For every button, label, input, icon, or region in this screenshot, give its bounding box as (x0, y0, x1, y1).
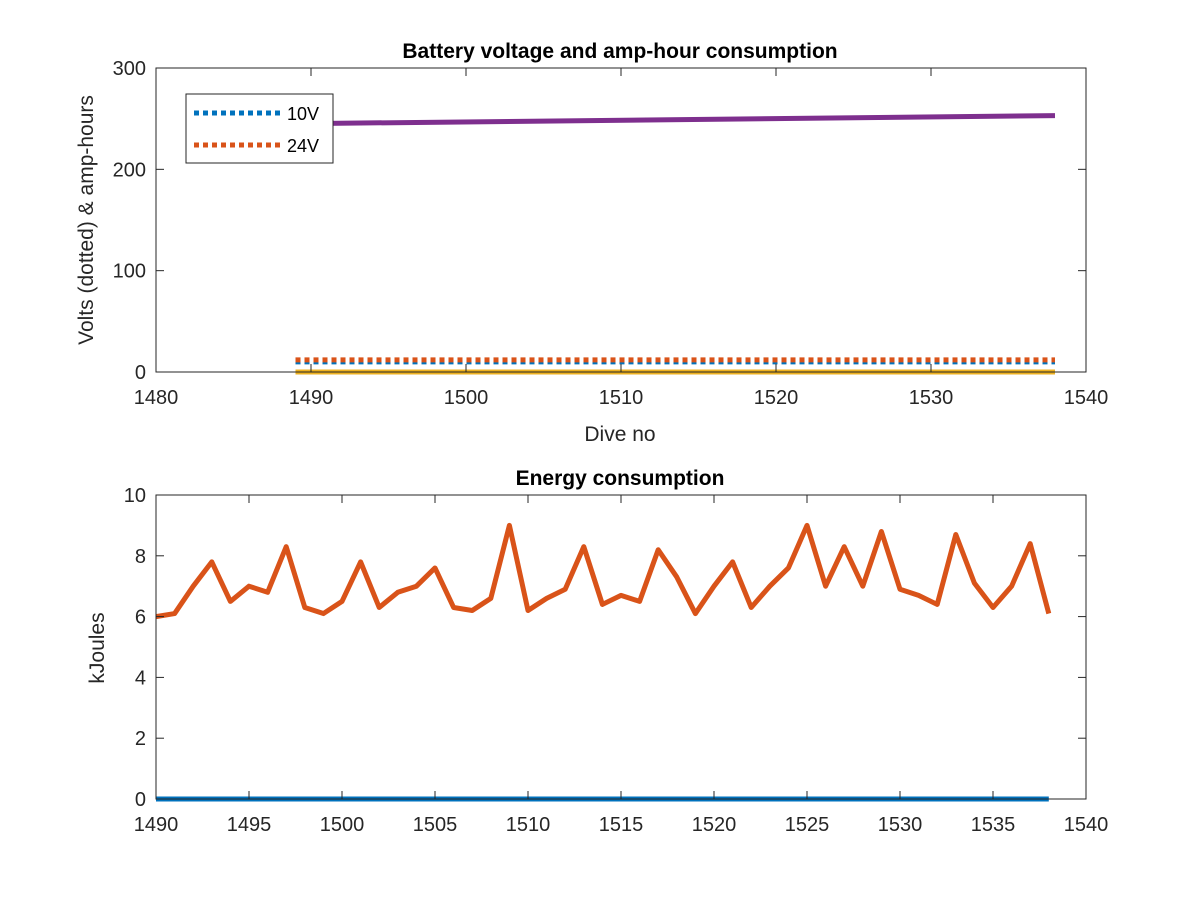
legend-label-10v: 10V (287, 104, 319, 124)
voltage-series-3-line (295, 113, 1056, 127)
energy-y-tick-label: 2 (135, 728, 146, 750)
voltage-y-tick-label: 100 (113, 261, 146, 283)
voltage-chart: Battery voltage and amp-hour consumption… (75, 40, 1108, 446)
energy-x-tick-label: 1495 (227, 814, 272, 836)
energy-y-tick-label: 8 (135, 546, 146, 568)
voltage-chart-axes: 1480 1490 1500 1510 1520 1530 1540 0 100 200 300 (113, 58, 1109, 409)
energy-x-tick-label: 1530 (878, 814, 923, 836)
legend-label-24v: 24V (287, 136, 319, 156)
energy-y-tick-label: 10 (124, 485, 146, 507)
energy-chart-plot-area (155, 522, 1052, 802)
voltage-y-tick-label: 200 (113, 159, 146, 181)
energy-y-tick-label: 0 (135, 789, 146, 811)
voltage-x-tick-label: 1520 (754, 387, 799, 409)
voltage-chart-plot-area (295, 113, 1056, 375)
legend-box (185, 93, 334, 164)
energy-x-tick-label: 1535 (971, 814, 1016, 836)
voltage-chart-y-label: Volts (dotted) & amp-hours (75, 95, 98, 345)
energy-y-tick-label: 6 (135, 607, 146, 629)
voltage-chart-legend: 10V 24V (185, 93, 334, 164)
energy-x-tick-label: 1500 (320, 814, 365, 836)
energy-y-tick-label: 4 (135, 667, 146, 689)
energy-x-tick-label: 1505 (413, 814, 458, 836)
voltage-chart-title: Battery voltage and amp-hour consumption (402, 40, 837, 63)
energy-series-1-line (155, 522, 1052, 620)
energy-chart-title: Energy consumption (516, 467, 725, 490)
energy-x-tick-label: 1515 (599, 814, 644, 836)
voltage-y-tick-label: 300 (113, 58, 146, 80)
energy-axes-box (155, 494, 1087, 800)
voltage-x-tick-label: 1530 (909, 387, 954, 409)
energy-x-tick-label: 1525 (785, 814, 830, 836)
energy-chart-y-label: kJoules (86, 612, 109, 683)
energy-x-tick-label: 1510 (506, 814, 551, 836)
voltage-x-tick-label: 1480 (134, 387, 179, 409)
energy-chart: Energy consumption kJoules 1490 1495 1500 1… (86, 467, 1108, 836)
energy-x-tick-label: 1540 (1064, 814, 1109, 836)
voltage-chart-x-label: Dive no (584, 423, 655, 446)
energy-x-tick-label: 1490 (134, 814, 179, 836)
energy-x-tick-label: 1520 (692, 814, 737, 836)
voltage-y-tick-label: 0 (135, 362, 146, 384)
voltage-x-tick-label: 1500 (444, 387, 489, 409)
energy-chart-axes: 1490 1495 1500 1505 1510 1515 1520 1525 1530 1535… (124, 485, 1109, 836)
voltage-x-tick-label: 1540 (1064, 387, 1109, 409)
voltage-x-tick-label: 1490 (289, 387, 334, 409)
voltage-x-tick-label: 1510 (599, 387, 644, 409)
